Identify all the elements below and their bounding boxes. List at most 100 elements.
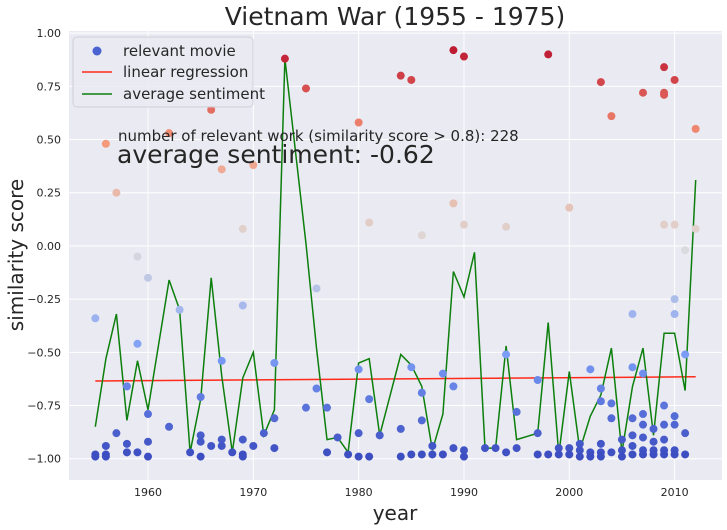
data-point	[491, 444, 500, 453]
data-point	[438, 450, 447, 459]
data-point	[270, 358, 279, 367]
data-point	[459, 446, 468, 455]
data-point	[681, 350, 690, 359]
data-point	[481, 444, 490, 453]
data-point	[323, 403, 332, 412]
x-tick-label: 1960	[134, 486, 162, 499]
data-point	[660, 63, 669, 72]
data-point	[607, 414, 616, 423]
data-point	[554, 450, 563, 459]
data-point	[207, 105, 216, 114]
data-point	[660, 420, 669, 429]
series-line	[95, 376, 696, 382]
data-point	[502, 448, 511, 457]
data-point	[449, 382, 458, 391]
data-point	[417, 388, 426, 397]
x-tick-label: 1990	[450, 486, 478, 499]
data-point	[122, 382, 131, 391]
data-point	[270, 414, 279, 423]
data-point	[649, 437, 658, 446]
data-point	[639, 410, 648, 419]
y-axis-label: similarity score	[4, 179, 28, 331]
data-point	[670, 295, 679, 304]
data-point	[575, 446, 584, 455]
y-tick-labels: 1.00 0.75 0.50 0.25 0.00 −0.25 −0.50 −0.75 −1.00	[27, 27, 61, 466]
data-point	[344, 450, 353, 459]
data-point	[607, 448, 616, 457]
data-point	[596, 384, 605, 393]
data-point	[628, 363, 637, 372]
data-point	[270, 444, 279, 453]
data-point	[586, 365, 595, 374]
data-point	[617, 452, 626, 461]
data-point	[607, 399, 616, 408]
data-point	[354, 118, 363, 127]
data-point	[660, 450, 669, 459]
data-point	[417, 450, 426, 459]
data-point	[312, 284, 321, 293]
data-point	[449, 46, 458, 55]
data-point	[681, 246, 690, 255]
data-point	[407, 450, 416, 459]
data-point	[449, 444, 458, 453]
data-point	[365, 395, 374, 404]
data-point	[228, 448, 237, 457]
data-point	[428, 450, 437, 459]
data-point	[175, 305, 184, 314]
data-point	[628, 441, 637, 450]
data-point	[143, 452, 152, 461]
data-point	[417, 416, 426, 425]
data-point	[512, 407, 521, 416]
data-point	[143, 273, 152, 282]
data-point	[238, 224, 247, 233]
y-tick-label: 0.25	[37, 187, 62, 200]
data-point	[670, 220, 679, 229]
data-point	[596, 397, 605, 406]
y-tick-label: 1.00	[37, 27, 62, 40]
data-point	[691, 224, 700, 233]
y-tick-label: 0.75	[37, 80, 62, 93]
data-point	[565, 203, 574, 212]
data-point	[649, 424, 658, 433]
legend-label-linear-regression: linear regression	[123, 63, 248, 81]
data-point	[596, 78, 605, 87]
data-point	[544, 50, 553, 59]
data-point	[365, 452, 374, 461]
data-point	[533, 450, 542, 459]
data-point	[196, 393, 205, 402]
data-point	[217, 435, 226, 444]
data-point	[565, 450, 574, 459]
data-point	[207, 441, 216, 450]
data-point	[122, 448, 131, 457]
data-point	[396, 452, 405, 461]
data-point	[670, 412, 679, 421]
y-tick-label: −1.00	[27, 453, 61, 466]
data-point	[301, 84, 310, 93]
data-point	[575, 452, 584, 461]
data-point	[165, 422, 174, 431]
data-point	[101, 441, 110, 450]
data-point	[133, 252, 142, 261]
data-point	[660, 435, 669, 444]
data-point	[438, 369, 447, 378]
data-point	[596, 452, 605, 461]
data-point	[217, 165, 226, 174]
data-point	[660, 401, 669, 410]
data-point	[628, 450, 637, 459]
data-point	[459, 452, 468, 461]
data-point	[354, 452, 363, 461]
data-point	[544, 450, 553, 459]
data-point	[365, 218, 374, 227]
scatter-points	[91, 46, 700, 461]
data-point	[502, 350, 511, 359]
y-tick-label: 0.00	[37, 240, 62, 253]
data-point	[428, 441, 437, 450]
average-sentiment-annotation: average sentiment: -0.62	[117, 140, 435, 169]
data-point	[617, 435, 626, 444]
data-point	[681, 450, 690, 459]
data-point	[639, 369, 648, 378]
data-point	[681, 429, 690, 438]
legend-marker-relevant-movie	[92, 46, 102, 56]
data-point	[122, 439, 131, 448]
data-point	[323, 448, 332, 457]
